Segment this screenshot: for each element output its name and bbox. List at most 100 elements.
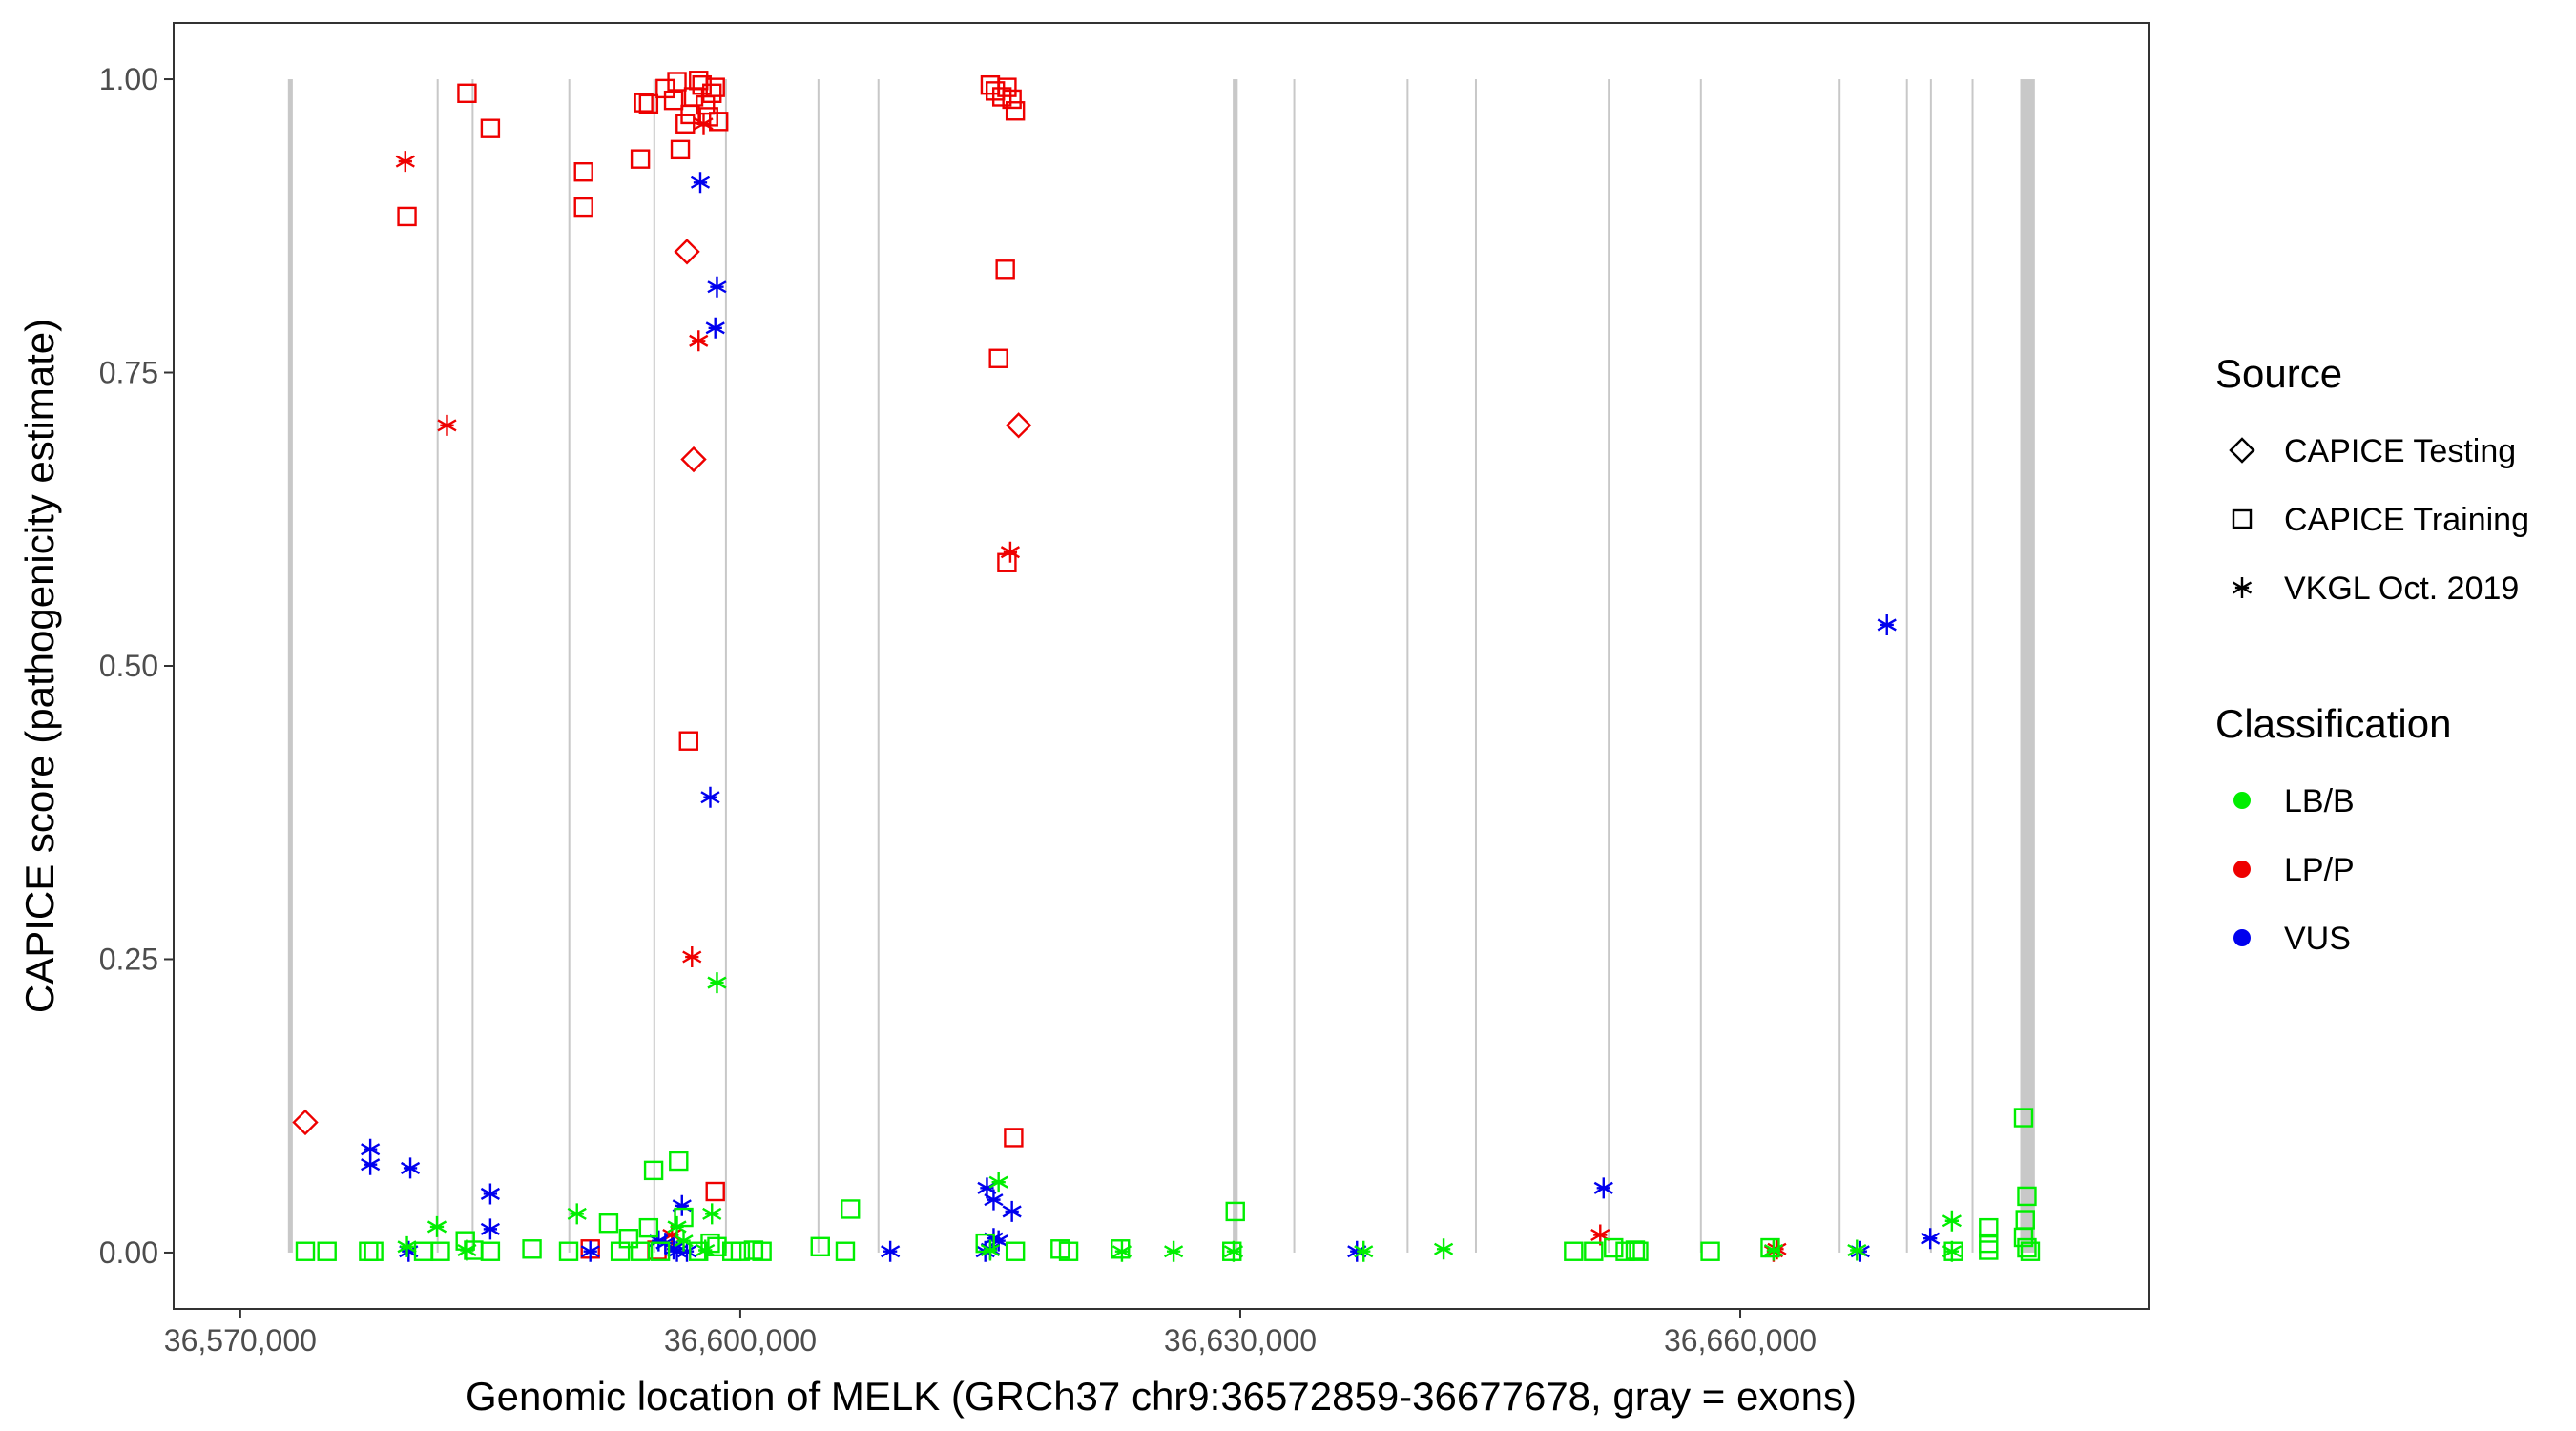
exon-band — [724, 79, 727, 1253]
data-point — [680, 446, 707, 473]
data-point — [1058, 1241, 1079, 1261]
data-point — [1700, 1241, 1720, 1261]
data-point — [667, 72, 687, 92]
data-point — [1005, 412, 1032, 439]
legend-key — [2232, 577, 2253, 598]
data-points — [292, 71, 2041, 1262]
data-point — [667, 1240, 687, 1262]
data-point — [361, 1153, 381, 1175]
data-point — [698, 107, 718, 127]
data-point — [1433, 1238, 1454, 1260]
exon-band — [1699, 79, 1702, 1253]
exon-band — [1905, 79, 1908, 1253]
data-point — [705, 77, 725, 97]
exon-band — [287, 79, 293, 1253]
legend-label: VKGL Oct. 2019 — [2284, 570, 2519, 607]
data-point — [676, 1240, 697, 1262]
data-point — [672, 1194, 692, 1216]
data-point — [1921, 1228, 1941, 1250]
exon-band — [568, 79, 571, 1253]
data-point — [573, 197, 593, 218]
data-point — [1593, 1177, 1613, 1199]
exon-band — [471, 79, 474, 1253]
exon-band — [1233, 79, 1238, 1253]
data-point — [1225, 1201, 1245, 1222]
data-point — [630, 1241, 651, 1261]
data-point — [399, 1240, 419, 1262]
legend-label: CAPICE Testing — [2284, 433, 2516, 469]
data-point — [835, 1241, 856, 1261]
data-point — [1604, 1237, 1624, 1258]
data-point — [1584, 1241, 1604, 1261]
data-point — [649, 1230, 669, 1252]
y-tick-label: 1.00 — [99, 62, 158, 96]
data-point — [678, 731, 698, 751]
data-point — [638, 1217, 659, 1238]
data-point — [674, 1207, 694, 1228]
x-tick-label: 36,570,000 — [164, 1323, 317, 1358]
data-point — [643, 1160, 664, 1181]
data-point — [988, 1172, 1008, 1193]
data-point — [437, 414, 457, 436]
data-point — [2017, 1237, 2037, 1258]
exon-band — [1929, 79, 1932, 1253]
data-point — [670, 139, 691, 160]
data-point — [709, 112, 729, 132]
exon-band — [436, 79, 439, 1253]
data-point — [1877, 613, 1897, 635]
legend-key — [2233, 861, 2251, 878]
data-point — [426, 1215, 447, 1237]
legend-title: Source — [2215, 351, 2342, 396]
data-point — [690, 172, 711, 194]
data-point — [696, 1239, 716, 1261]
legend-title: Classification — [2215, 701, 2451, 746]
exon-band — [1838, 79, 1841, 1253]
data-point — [997, 77, 1017, 97]
legend: Source CAPICE Testing CAPICE Training VKGL … — [2215, 351, 2529, 957]
data-point — [630, 149, 651, 169]
data-point — [689, 330, 709, 352]
data-point — [480, 1218, 501, 1240]
data-point — [2013, 1227, 2034, 1248]
data-point — [295, 1241, 316, 1261]
legend-group: Source CAPICE Testing CAPICE Training VKGL … — [2215, 351, 2529, 607]
data-point — [674, 238, 700, 265]
data-point — [702, 1203, 722, 1225]
data-point — [397, 1235, 417, 1257]
data-point — [634, 93, 654, 113]
data-point — [1002, 1200, 1022, 1222]
x-axis: 36,570,000 36,600,000 36,630,000 36,660,000 — [164, 1309, 1817, 1358]
exon-band — [817, 79, 820, 1253]
data-point — [696, 94, 716, 115]
data-point — [1590, 1224, 1610, 1246]
data-point — [2020, 1241, 2041, 1261]
data-point — [558, 1241, 579, 1261]
data-point — [730, 1241, 751, 1261]
data-point — [674, 1230, 694, 1252]
data-point — [1222, 1241, 1242, 1261]
data-point — [1847, 1239, 1867, 1261]
data-point — [580, 1240, 600, 1262]
data-point — [705, 317, 725, 339]
data-point — [977, 1177, 997, 1199]
data-point — [1005, 101, 1026, 121]
data-point — [480, 118, 501, 138]
exon-bands — [287, 79, 2035, 1253]
exon-band — [1293, 79, 1296, 1253]
legend-group: Classification LB/B LP/P VUS — [2215, 701, 2451, 957]
data-point — [361, 1138, 381, 1160]
data-point — [707, 972, 727, 994]
exon-band — [1474, 79, 1477, 1253]
data-point — [1223, 1240, 1244, 1262]
data-point — [700, 786, 720, 808]
data-point — [1979, 1240, 1999, 1260]
data-point — [1000, 541, 1021, 563]
x-tick-label: 36,600,000 — [664, 1323, 817, 1358]
y-tick-label: 0.00 — [99, 1235, 158, 1270]
y-tick-label: 0.75 — [99, 356, 158, 390]
data-point — [598, 1213, 619, 1234]
legend-key — [2233, 792, 2251, 809]
data-point — [400, 1157, 421, 1179]
data-point — [1354, 1240, 1374, 1262]
data-point — [663, 90, 684, 111]
